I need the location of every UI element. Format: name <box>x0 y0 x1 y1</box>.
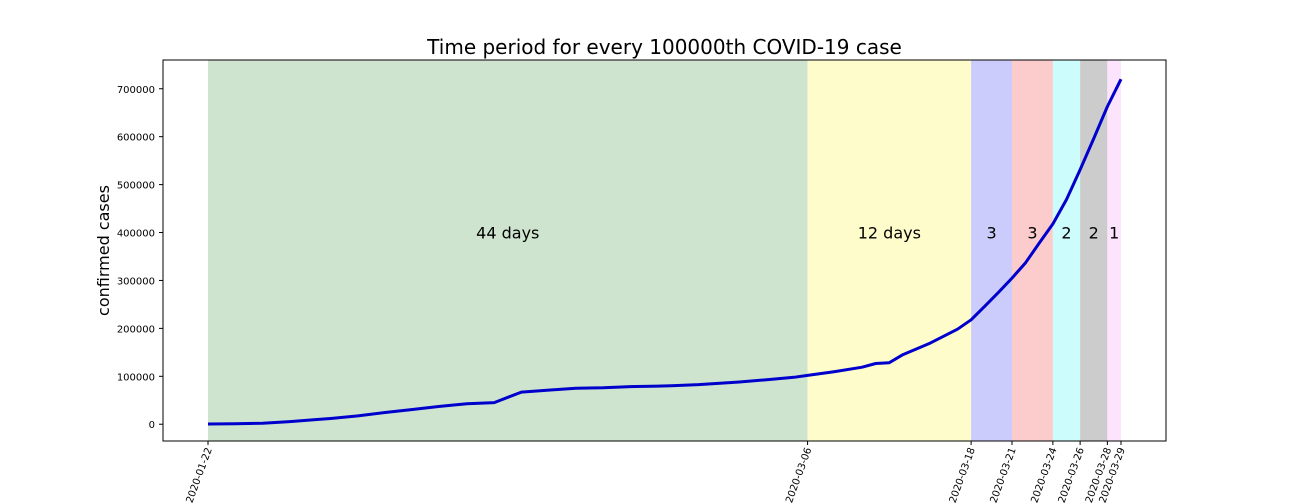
period-band-labels: 44 days 12 days 3 3 2 2 1 <box>476 224 1119 243</box>
y-tick-label-3: 300000 <box>117 276 155 287</box>
y-tick-label-1: 100000 <box>117 372 155 383</box>
y-tick-label-7: 700000 <box>117 85 155 96</box>
period-band-label-3: 3 <box>1027 224 1037 243</box>
period-band-label-5: 2 <box>1089 224 1099 243</box>
x-tick-label-0: 2020-01-22 <box>185 446 215 504</box>
x-tick-label-4: 2020-03-24 <box>1029 446 1059 504</box>
period-band-label-2: 3 <box>986 224 996 243</box>
period-band-4 <box>1052 60 1081 441</box>
y-tick-label-5: 500000 <box>117 181 155 192</box>
x-tick-label-1: 2020-03-06 <box>784 446 814 504</box>
y-tick-label-6: 600000 <box>117 133 155 144</box>
period-band-label-0: 44 days <box>476 224 539 243</box>
x-axis: 2020-01-22 2020-03-06 2020-03-18 2020-03-21… <box>185 441 1128 504</box>
confirmed-cases-line <box>207 78 1123 426</box>
chart-title: Time period for every 100000th COVID-19 … <box>426 35 902 59</box>
period-band-label-4: 2 <box>1061 224 1071 243</box>
x-tick-label-3: 2020-03-21 <box>989 446 1019 504</box>
period-band-2 <box>971 60 1012 441</box>
period-band-label-1: 12 days <box>858 224 921 243</box>
y-tick-label-2: 200000 <box>117 324 155 335</box>
plot-frame <box>162 59 1167 442</box>
y-axis-label: confirmed cases <box>94 185 113 316</box>
x-tick-label-2: 2020-03-18 <box>948 446 978 504</box>
period-band-0 <box>208 60 808 441</box>
period-band-label-6: 1 <box>1109 224 1119 243</box>
period-band-6 <box>1107 60 1121 441</box>
period-band-1 <box>807 60 972 441</box>
x-tick-label-5: 2020-03-26 <box>1057 446 1087 504</box>
period-band-5 <box>1080 60 1108 441</box>
period-bands <box>208 60 1121 441</box>
y-tick-label-0: 0 <box>149 420 155 431</box>
y-tick-label-4: 400000 <box>117 229 155 240</box>
y-axis: 0 100000 200000 300000 400000 500000 600000 700… <box>117 85 163 431</box>
